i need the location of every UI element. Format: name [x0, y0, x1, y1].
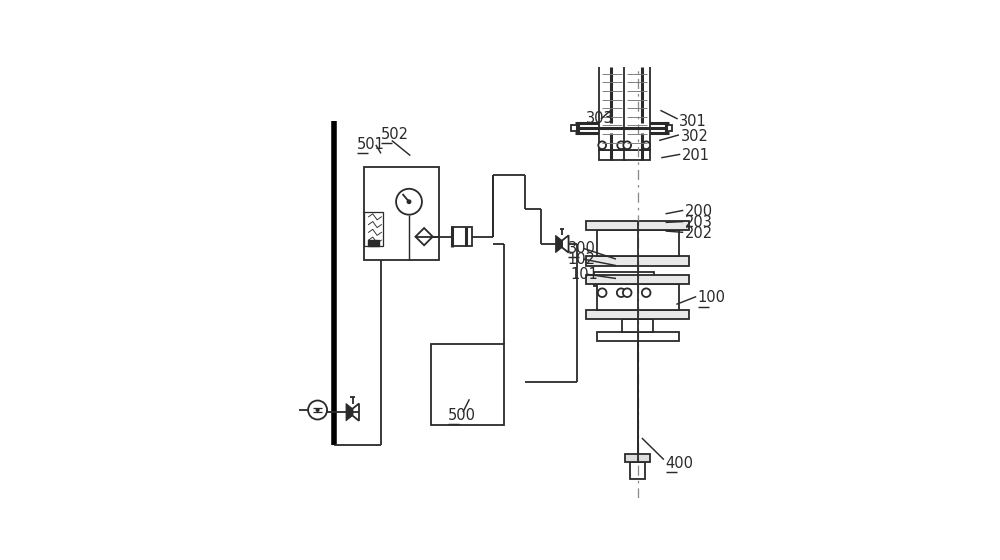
Bar: [594, 278, 654, 286]
Bar: [625, 454, 650, 462]
Bar: [586, 274, 689, 284]
Polygon shape: [346, 404, 353, 421]
Text: 102: 102: [568, 251, 596, 267]
Bar: [586, 310, 689, 319]
Text: 201: 201: [682, 148, 710, 163]
Circle shape: [623, 141, 631, 149]
Text: 101: 101: [571, 267, 599, 282]
Bar: [364, 212, 383, 246]
Bar: [597, 230, 679, 256]
Text: 202: 202: [685, 226, 713, 241]
Text: 303: 303: [586, 111, 614, 127]
Text: 200: 200: [685, 204, 713, 219]
Bar: [586, 221, 689, 230]
Text: 500: 500: [448, 408, 476, 423]
Circle shape: [308, 400, 327, 419]
Bar: [452, 227, 472, 246]
Polygon shape: [556, 235, 562, 253]
Circle shape: [598, 288, 607, 297]
Bar: [597, 284, 679, 310]
Bar: [578, 123, 666, 133]
Circle shape: [623, 288, 632, 297]
Bar: [368, 240, 379, 246]
Bar: [624, 151, 650, 160]
Circle shape: [316, 409, 319, 411]
Text: 300: 300: [568, 241, 596, 256]
Polygon shape: [562, 235, 569, 253]
Bar: [431, 344, 504, 425]
Text: 301: 301: [679, 114, 707, 129]
Text: 100: 100: [698, 291, 726, 305]
Circle shape: [407, 200, 411, 203]
Text: 502: 502: [381, 127, 409, 142]
Text: 203: 203: [685, 215, 713, 230]
Text: 302: 302: [681, 129, 709, 144]
Circle shape: [396, 189, 422, 214]
Bar: [599, 18, 625, 151]
Polygon shape: [415, 228, 433, 245]
Circle shape: [642, 288, 650, 297]
Circle shape: [642, 141, 650, 149]
Polygon shape: [353, 404, 359, 421]
Circle shape: [617, 141, 625, 149]
Text: 501: 501: [357, 137, 385, 152]
Circle shape: [617, 288, 625, 297]
Bar: [624, 18, 650, 151]
Bar: [666, 125, 672, 131]
Text: 400: 400: [666, 455, 694, 470]
Circle shape: [598, 141, 606, 149]
Bar: [594, 272, 654, 278]
Bar: [599, 151, 625, 160]
Bar: [571, 125, 578, 131]
Bar: [630, 462, 645, 479]
Bar: [364, 167, 439, 259]
Bar: [586, 256, 689, 265]
Bar: [622, 319, 653, 333]
Bar: [597, 333, 679, 341]
